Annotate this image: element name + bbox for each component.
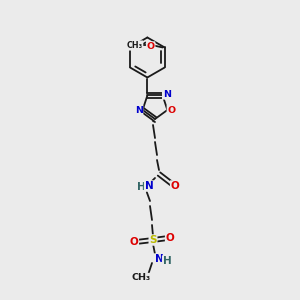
Text: CH₃: CH₃ bbox=[131, 274, 151, 283]
Text: CH₃: CH₃ bbox=[127, 41, 143, 50]
Text: H: H bbox=[136, 182, 146, 192]
Text: O: O bbox=[130, 237, 138, 247]
Text: N: N bbox=[163, 90, 171, 99]
Text: O: O bbox=[171, 181, 179, 191]
Text: O: O bbox=[147, 42, 155, 51]
Text: S: S bbox=[149, 235, 157, 245]
Text: N: N bbox=[135, 106, 142, 115]
Text: O: O bbox=[166, 233, 174, 243]
Text: N: N bbox=[145, 181, 153, 191]
Text: O: O bbox=[167, 106, 175, 115]
Text: N: N bbox=[154, 254, 164, 264]
Text: H: H bbox=[163, 256, 171, 266]
